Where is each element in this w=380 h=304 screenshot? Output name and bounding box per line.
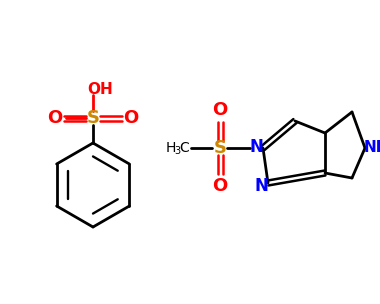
Text: O: O: [124, 109, 139, 127]
Text: 3: 3: [174, 146, 180, 156]
Text: N: N: [249, 138, 263, 156]
Text: NH: NH: [363, 140, 380, 156]
Text: H: H: [166, 141, 176, 155]
Text: C: C: [179, 141, 189, 155]
Text: S: S: [87, 109, 100, 127]
Text: O: O: [212, 101, 228, 119]
Text: S: S: [214, 139, 226, 157]
Text: O: O: [48, 109, 63, 127]
Text: N: N: [254, 177, 268, 195]
Text: OH: OH: [87, 82, 113, 98]
Text: O: O: [212, 177, 228, 195]
